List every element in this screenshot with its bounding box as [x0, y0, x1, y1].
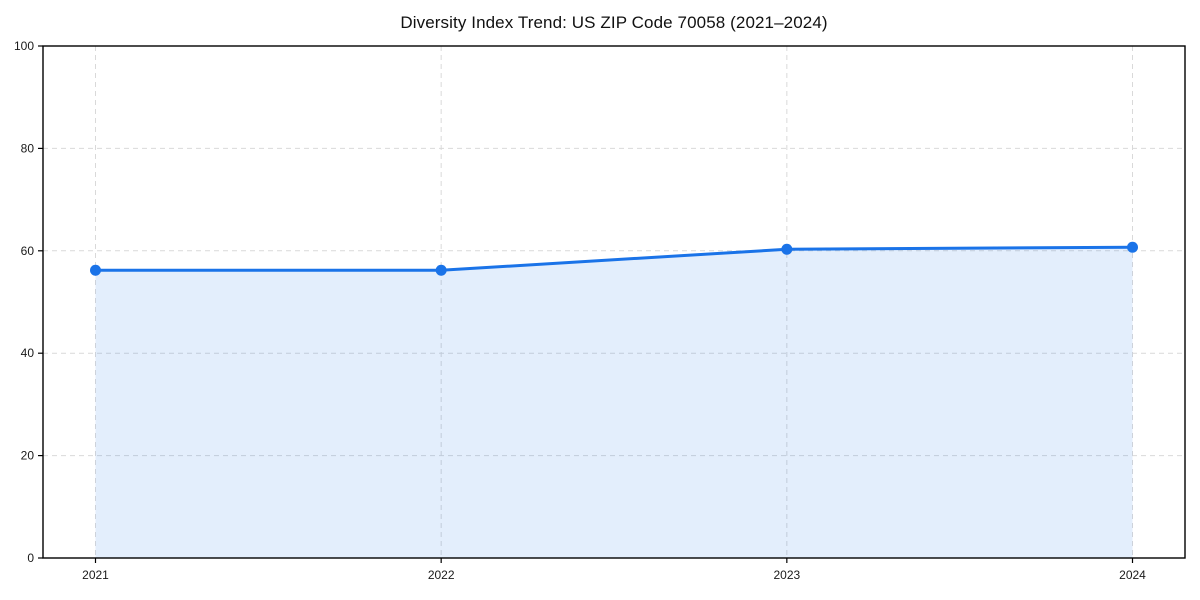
x-tick-label: 2021: [82, 568, 109, 582]
y-tick-label: 20: [21, 449, 35, 463]
area-fill: [95, 247, 1133, 558]
chart-title: Diversity Index Trend: US ZIP Code 70058…: [400, 13, 828, 32]
trend-line: [94, 245, 1134, 272]
y-tick-label: 0: [27, 551, 34, 565]
data-point-2023: [781, 243, 793, 255]
data-point-2021: [90, 264, 101, 276]
plot-border: [42, 45, 1186, 559]
y-tick-label: 80: [21, 141, 35, 155]
x-tick-label: 2022: [428, 568, 455, 582]
x-tick-label: 2023: [773, 568, 800, 582]
y-tick-label: 100: [14, 39, 34, 53]
x-tick-label: 2024: [1119, 568, 1146, 582]
data-point-2024: [1127, 241, 1138, 253]
y-tick-label: 60: [21, 244, 35, 258]
data-point-2022: [435, 264, 447, 276]
y-tick-label: 40: [21, 346, 35, 360]
